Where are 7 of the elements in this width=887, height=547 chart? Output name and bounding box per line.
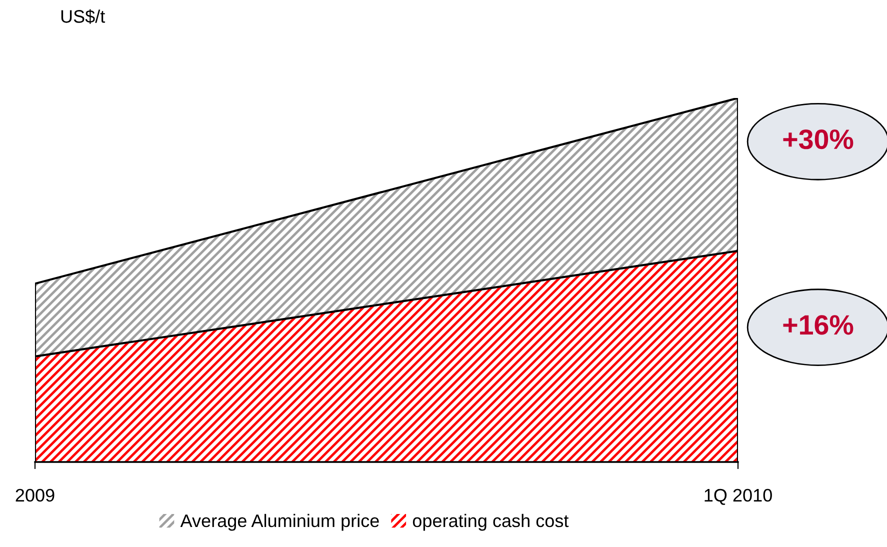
annotation: +16% — [783, 315, 854, 335]
x-tick-label: 1Q 2010 — [704, 488, 772, 505]
y-axis-title: US$/t — [61, 9, 106, 24]
x-tick-label: 2009 — [16, 488, 54, 502]
annotation: +30% — [783, 129, 854, 150]
legend-label: Average Aluminium price — [180, 514, 379, 531]
legend-label: operating cash cost — [412, 514, 569, 531]
